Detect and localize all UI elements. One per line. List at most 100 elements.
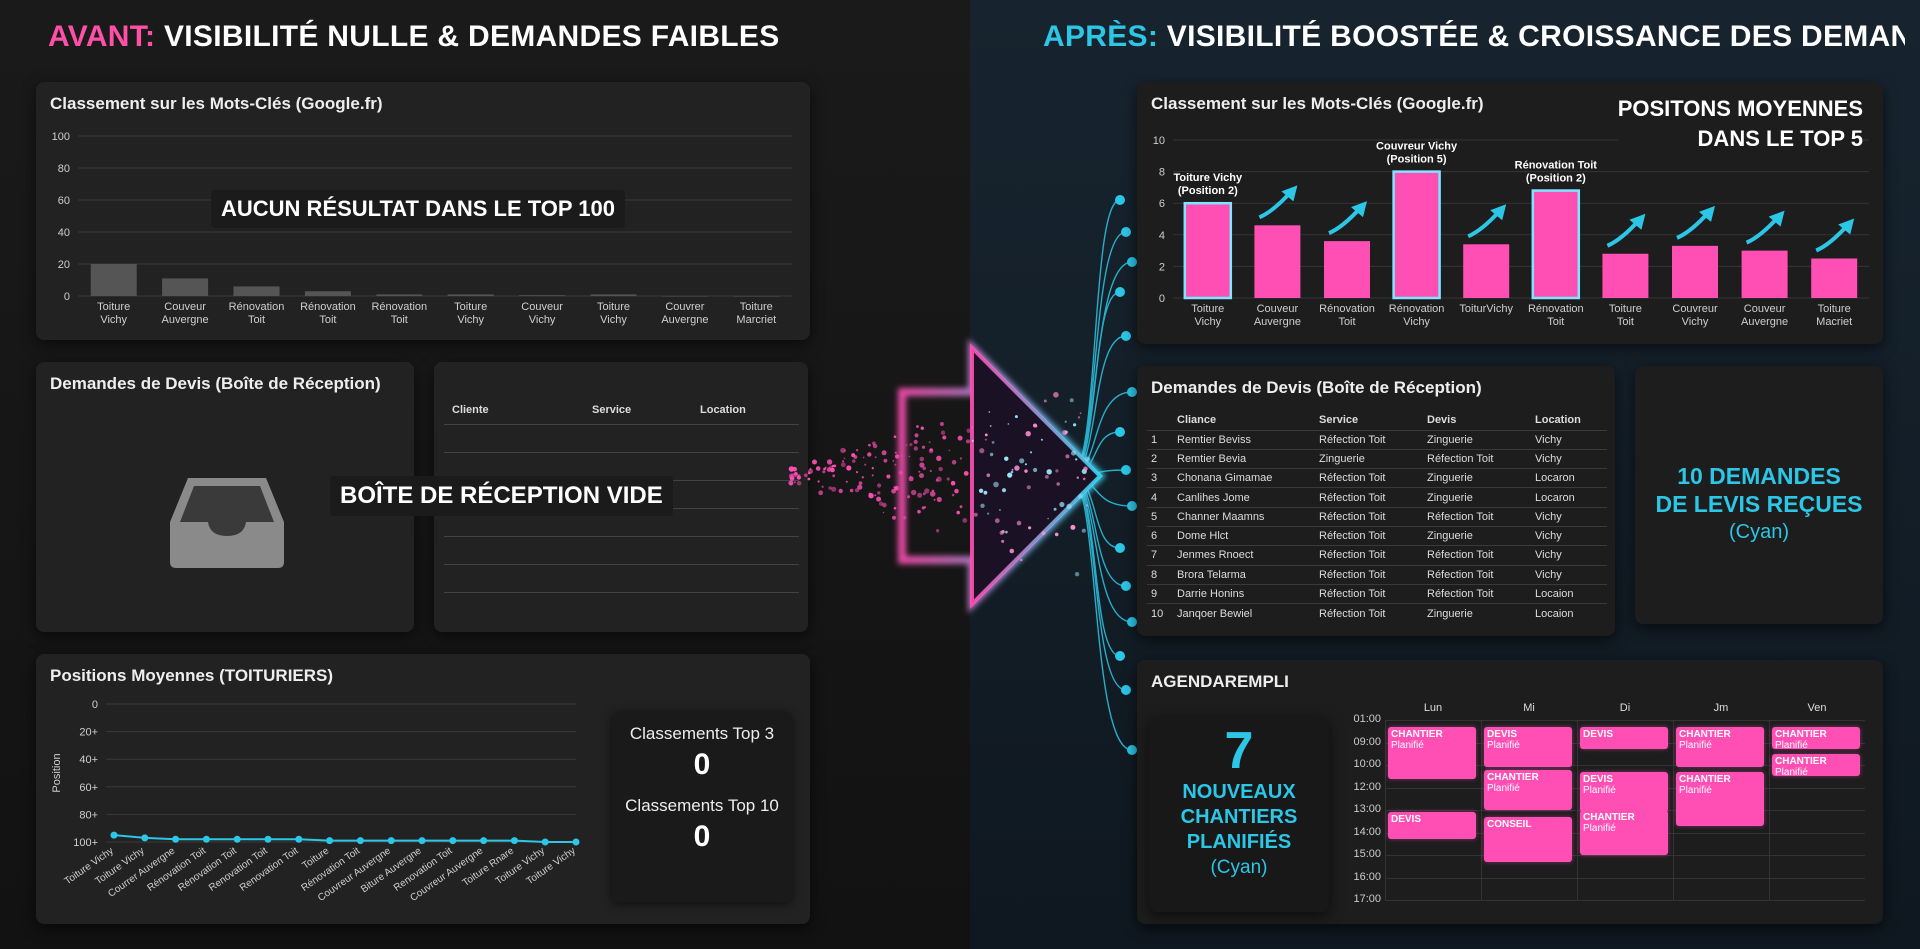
particle [821,485,824,488]
particle [936,496,942,503]
calendar-hour-label: 12:00 [1353,780,1381,793]
calendar-hour-label: 14:00 [1353,825,1381,838]
bar [1324,241,1370,298]
agenda-note: (Cyan) [1210,857,1268,878]
calendar-event[interactable]: CHANTIER Planifié [1676,771,1764,826]
particle [963,471,969,476]
particle [919,462,925,468]
y-tick-label: 0 [1159,293,1165,305]
calendar-event[interactable]: CHANTIER Planifié [1484,769,1572,810]
calendar-event[interactable]: DEVIS [1388,812,1476,840]
particle [908,476,914,482]
particle [877,483,882,488]
calendar-event[interactable]: DEVIS Planifié [1580,771,1668,813]
table-cell: 2 [1147,448,1173,469]
agenda-summary: 7 NOUVEAUX CHANTIERS PLANIFIÉS (Cyan) [1149,716,1329,912]
table-cell: 6 [1147,525,1173,546]
particle [1070,524,1076,530]
calendar-event-status: Planifié [1775,739,1808,750]
particle [980,503,985,508]
particle [942,435,947,440]
quotes-summary-text: 10 DEMANDES DE LEVIS REÇUES (Cyan) [1635,462,1883,546]
particle [842,460,845,463]
column-header: Devis [1427,413,1457,426]
bar [90,264,137,296]
particle [940,430,946,435]
table-cell: Locaion [1531,603,1607,623]
particle [1055,469,1059,473]
particle [911,489,917,496]
particle [971,439,974,442]
calendar-event[interactable]: DEVIS [1580,726,1668,750]
column-header [1147,410,1173,430]
particle [883,458,888,463]
x-tick-label: Couveur Auvergne [162,301,209,326]
bar-annotation: (Position 2) [1526,173,1586,185]
headline-line: DANS LE TOP 5 [1697,126,1863,151]
summary-line: DE LEVIS REÇUES [1655,491,1863,517]
particle [861,476,864,479]
table-cell: Brora Telarma [1173,564,1315,585]
calendar-event[interactable]: CHANTIER Planifié [1676,726,1764,768]
bar [519,295,566,296]
table-cell: 9 [1147,583,1173,604]
particle [959,505,963,509]
particle [826,467,832,472]
calendar-event[interactable]: DEVIS Planifié [1484,726,1572,768]
particle [833,464,837,468]
particle [846,465,852,471]
particle [1062,430,1068,436]
calendar-event[interactable]: CHANTIER Planifié [1772,726,1860,750]
calendar-event[interactable]: CHANTIER Planifié [1388,726,1476,779]
calendar-hour-label: 13:00 [1353,803,1381,815]
particle [938,466,943,472]
connector-dot [1115,543,1125,553]
column-header: Cliance [1177,413,1217,426]
data-point [480,837,488,845]
particle [794,472,798,476]
before-keyword-overlay: AUCUN RÉSULTAT DANS LE TOP 100 [211,190,626,228]
data-point [326,837,334,845]
particle [954,488,959,494]
particle [796,481,802,486]
particle [1066,503,1072,509]
calendar-day-header: Lun [1423,702,1443,714]
before-inbox-title: Demandes de Devis (Boîte de Réception) [50,374,381,393]
calendar-event[interactable]: CHANTIER Planifié [1772,753,1860,777]
table-cell: Réfection Toit [1423,583,1531,604]
particle [862,456,865,459]
calendar-event-title: CHANTIER [1679,773,1731,785]
table-row: 10 Janqoer Bewiel Réfection Toit Zinguerie L… [1147,603,1607,623]
after-keyword-chart-panel: Classement sur les Mots-Clés (Google.fr)… [1137,82,1883,344]
bar [1602,253,1649,298]
y-tick-label: 2 [1159,261,1165,273]
bar-annotation: (Position 5) [1387,154,1447,166]
table-cell: Vichy [1531,448,1607,469]
particle [822,470,826,474]
particle [818,490,824,496]
particle [936,476,942,482]
y-tick-label: 40+ [79,754,98,766]
table-cell: Vichy [1531,525,1607,546]
bar [376,294,423,296]
table-cell: Darrie Honins [1173,583,1315,604]
x-tick-label: Rénovation Toit [371,301,427,326]
particle [922,466,926,471]
particle [864,463,867,466]
particle [894,485,899,491]
particle [1065,454,1070,459]
table-row: 1 Remtier Beviss Réfection Toit Zinguerie Vi… [1147,429,1607,450]
particle [838,488,843,494]
table-cell: Réfection Toit [1423,545,1531,566]
calendar-event-status: Planifié [1487,739,1520,751]
calendar-event[interactable]: CHANTIER Planifié [1580,810,1668,855]
table-row: 3 Chonana Gimamae Réfection Toit Zinguerie L… [1147,468,1607,488]
particle [1064,420,1067,423]
particle [909,443,913,447]
calendar-event-title: CHANTIER [1487,771,1539,783]
before-ranking-stats: Classements Top 3 0 Classements Top 10 0 [612,712,792,902]
calendar-event[interactable]: CONSEIL [1484,816,1572,862]
calendar-event-status: Planifié [1679,739,1712,751]
x-tick-label: Toiture Vichy [1191,303,1224,328]
